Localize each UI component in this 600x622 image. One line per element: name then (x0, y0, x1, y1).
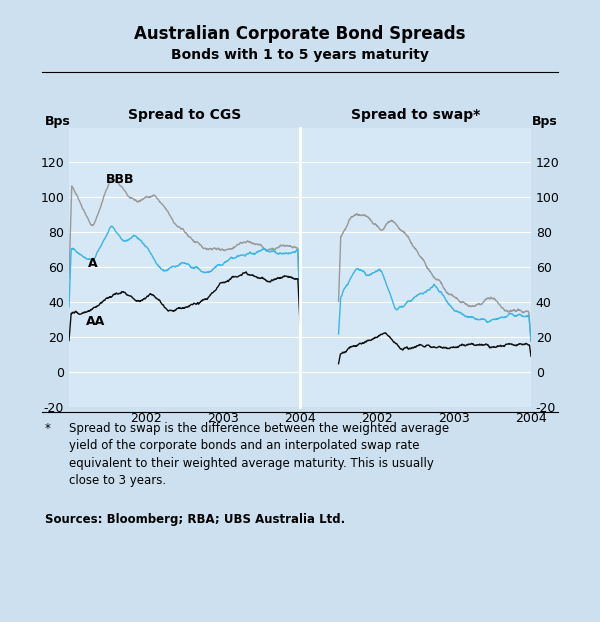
Text: Bonds with 1 to 5 years maturity: Bonds with 1 to 5 years maturity (171, 48, 429, 62)
Text: Sources: Bloomberg; RBA; UBS Australia Ltd.: Sources: Bloomberg; RBA; UBS Australia L… (45, 513, 345, 526)
Text: *: * (45, 422, 51, 435)
Title: Spread to swap*: Spread to swap* (351, 108, 480, 122)
Text: BBB: BBB (106, 174, 134, 187)
Text: Australian Corporate Bond Spreads: Australian Corporate Bond Spreads (134, 26, 466, 43)
Text: A: A (88, 258, 97, 271)
Text: Bps: Bps (45, 115, 71, 128)
Text: Spread to swap is the difference between the weighted average
yield of the corpo: Spread to swap is the difference between… (69, 422, 449, 487)
Text: Bps: Bps (532, 115, 558, 128)
Title: Spread to CGS: Spread to CGS (128, 108, 241, 122)
Text: AA: AA (86, 315, 105, 328)
